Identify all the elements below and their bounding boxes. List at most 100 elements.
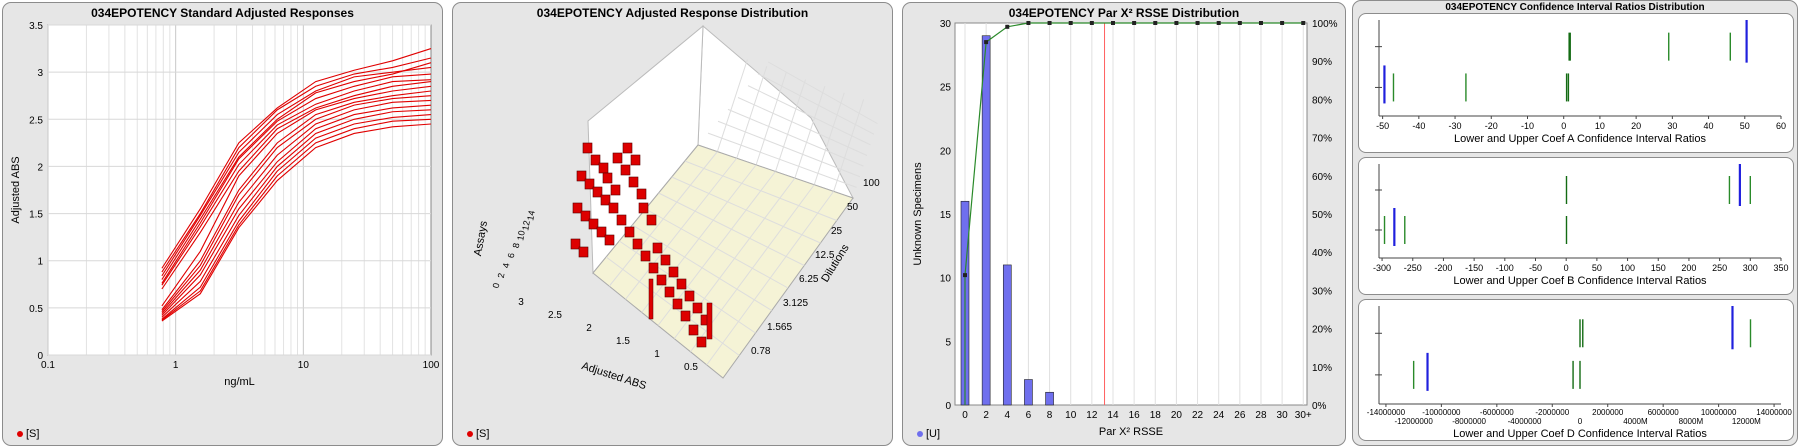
cumulative-marker [1237, 21, 1242, 25]
x-tick-label: -14000000 [1367, 408, 1406, 417]
y-tick-label: 1.565 [767, 322, 792, 333]
x-tick-label: 1.5 [616, 336, 630, 347]
x-axis-label: ng/mL [224, 376, 255, 388]
cumulative-marker [1280, 21, 1285, 25]
y-tick-label: 30 [940, 19, 952, 30]
y-tick-label: 6.25 [799, 274, 819, 285]
ci-coef-a-chart: -50 -40 -30 -20 -10 0 10 20 30 40 50 60 Lower and Up… [1375, 20, 1786, 145]
response-bar [648, 262, 659, 274]
cumulative-marker [1068, 21, 1073, 25]
response-bar [664, 286, 675, 298]
legend-blue-dot [917, 431, 923, 438]
standard-responses-panel: 034EPOTENCY Standard Adjusted Responses … [2, 2, 443, 446]
floor-gridline [684, 160, 837, 221]
response-line [161, 79, 432, 286]
wall-gridline [727, 108, 864, 167]
x-tick-label: -250 [1404, 263, 1422, 273]
x-tick-label: 20 [1631, 121, 1641, 131]
response-line [161, 57, 432, 273]
x-tick-label: -12000000 [1395, 417, 1434, 426]
y2-tick-label: 30% [1312, 286, 1332, 297]
response-bar [580, 210, 591, 222]
x-axis-label: Adjusted ABS [580, 360, 648, 392]
response-bar [602, 172, 613, 184]
response-bar [656, 274, 667, 286]
response-line [161, 66, 432, 277]
y2-tick-label: 80% [1312, 95, 1332, 106]
y-axis-label: Adjusted ABS [10, 156, 22, 223]
cumulative-marker [1153, 21, 1158, 25]
x-tick-label: 2000000 [1592, 408, 1624, 417]
distribution3d-panel: 034EPOTENCY Adjusted Response Distributi… [452, 2, 893, 446]
response-bar [584, 178, 595, 190]
response-bar [646, 214, 657, 226]
x-tick-label: 12 [1086, 410, 1098, 421]
histogram-bar [981, 35, 991, 406]
distribution3d-legend-label: [S] [476, 428, 490, 440]
z-tick-label: 14 [525, 210, 537, 222]
x-tick-label: 10 [1065, 410, 1077, 421]
x-tick-label: 2.5 [548, 310, 562, 321]
y-tick-label: 1 [37, 257, 43, 268]
y-tick-label: 25 [831, 226, 843, 237]
y-tick-label: 0 [37, 351, 43, 362]
y-tick-label: 1.5 [29, 210, 43, 221]
z-tick-label: 6 [506, 252, 517, 259]
legend-red-dot [17, 431, 23, 438]
cumulative-marker [1301, 21, 1306, 25]
y2-tick-label: 90% [1312, 57, 1332, 68]
x-tick-label: 100 [423, 360, 440, 371]
response-bar [628, 176, 639, 188]
z-tick-label: 8 [511, 242, 522, 249]
response-bar [600, 194, 611, 206]
z-axis-label: Assays [472, 219, 490, 256]
cumulative-marker [1047, 21, 1052, 25]
y-tick-label: 50 [847, 202, 859, 213]
response-bar [652, 242, 663, 254]
y2-tick-label: 40% [1312, 248, 1332, 259]
ci-coef-a-subpanel: -50 -40 -30 -20 -10 0 10 20 30 40 50 60 Lower and Up… [1358, 13, 1794, 153]
response-bar [622, 142, 633, 154]
wall-gridline [757, 73, 875, 135]
y-tick-label: 0 [945, 401, 951, 412]
legend-red-dot [467, 431, 473, 438]
x-tick-label: -2000000 [1535, 408, 1569, 417]
y-tick-label: 12.5 [815, 250, 835, 261]
response-bar [684, 290, 695, 302]
y2-tick-label: 50% [1312, 210, 1332, 221]
wall-gridline [775, 79, 806, 172]
response-line [161, 95, 432, 312]
y-tick-label: 0.78 [751, 346, 771, 357]
y-tick-label: 100 [863, 178, 880, 189]
x-tick-label: 12000M [1732, 417, 1761, 426]
response-bar [610, 184, 621, 196]
x-tick-label: 4000M [1623, 417, 1648, 426]
x-tick-label: 20 [1171, 410, 1183, 421]
x-axis-label: Lower and Upper Coef B Confidence Interv… [1453, 275, 1707, 287]
standard-legend: [S] [17, 428, 39, 440]
y-tick-label: 2.5 [29, 115, 43, 126]
y-tick-label: 3.125 [783, 298, 808, 309]
y-tick-label: 10 [940, 274, 952, 285]
y-axis-label: Dilutions [819, 242, 852, 285]
cumulative-marker [1005, 24, 1010, 29]
response-bar [640, 250, 651, 262]
response-line [161, 104, 432, 316]
response-line [161, 114, 432, 320]
ci-title: 034EPOTENCY Confidence Interval Ratios D… [1445, 2, 1705, 13]
standard-responses-title: 034EPOTENCY Standard Adjusted Responses [91, 6, 354, 20]
y-tick-label: 25 [940, 83, 952, 94]
x-tick-label: -10 [1521, 121, 1534, 131]
y-axis-label: Unknown Specimens [912, 162, 924, 266]
y2-tick-label: 10% [1312, 363, 1332, 374]
rsse-chart: 0510152025300%10%20%30%40%50%60%70%80%90… [912, 19, 1338, 438]
x-tick-label: -200 [1434, 263, 1452, 273]
x-tick-label: 350 [1773, 263, 1788, 273]
response-bar [706, 302, 713, 340]
x-tick-label: 8000M [1679, 417, 1704, 426]
x-tick-label: 250 [1712, 263, 1727, 273]
response-line [161, 85, 432, 307]
response-bar [582, 142, 593, 154]
z-tick-label: 12 [520, 220, 532, 232]
standard-responses-chart: 0 0.5 1 1.5 2 2.5 3 3.5 0.1 1 10 100 ng/mL Adjusted A… [10, 21, 440, 388]
